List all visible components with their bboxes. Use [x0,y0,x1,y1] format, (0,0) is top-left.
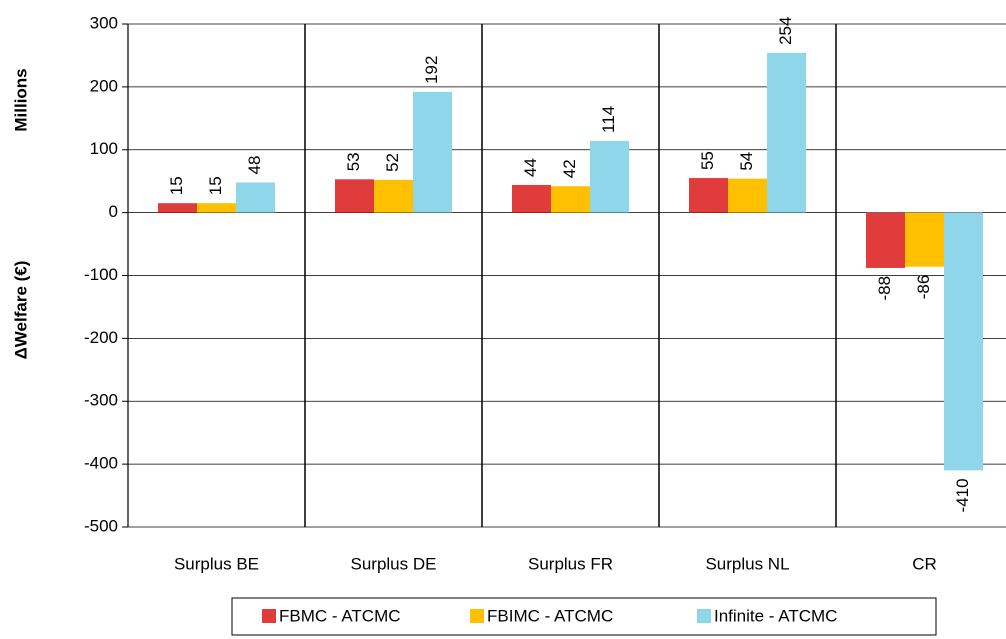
y-tick-label: -400 [84,454,118,473]
value-label: 15 [167,176,186,195]
x-tick-label: Surplus DE [351,554,437,573]
y-tick-label: 200 [90,76,118,95]
value-label: -410 [953,478,972,512]
x-tick-label: Surplus BE [174,554,259,573]
legend-label: FBIMC - ATCMC [487,606,613,625]
bar [590,140,629,213]
value-label: -86 [914,275,933,300]
bar [866,212,905,268]
bar [512,184,551,213]
bar [236,182,275,213]
bar [728,178,767,213]
y-axis-title: ΔWelfare (€) [11,261,30,360]
x-tick-label: Surplus NL [705,554,789,573]
value-label: 55 [698,151,717,170]
x-tick-label: CR [912,554,937,573]
value-label: 52 [383,153,402,172]
bar [767,52,806,213]
bar [413,91,452,213]
bar [905,212,944,267]
value-label: 15 [206,176,225,195]
legend-box [231,597,937,636]
legend-label: FBMC - ATCMC [279,606,401,625]
y-unit-label: Millions [11,68,30,131]
legend-label: Infinite - ATCMC [714,606,837,625]
value-label: 192 [422,56,441,84]
bar [335,179,374,213]
y-tick-label: 100 [90,139,118,158]
value-label: 48 [245,156,264,175]
bar [197,203,236,213]
bar [551,186,590,213]
value-label: 54 [737,152,756,171]
y-tick-label: -100 [84,265,118,284]
bar [944,212,983,471]
value-label: 44 [521,158,540,177]
y-tick-label: 300 [90,13,118,32]
value-label: 114 [599,106,618,133]
y-tick-label: 0 [109,202,118,221]
value-label: 42 [560,159,579,178]
value-label: -88 [875,276,894,301]
y-tick-label: -300 [84,391,118,410]
legend-swatch [262,609,276,623]
legend-swatch [697,609,711,623]
y-tick-label: -500 [84,516,118,535]
bar [689,178,728,213]
value-label: 254 [776,17,795,45]
bar [374,179,413,213]
value-label: 53 [344,152,363,171]
bar [158,203,197,213]
y-tick-label: -200 [84,328,118,347]
legend-swatch [470,609,484,623]
x-tick-label: Surplus FR [528,554,613,573]
